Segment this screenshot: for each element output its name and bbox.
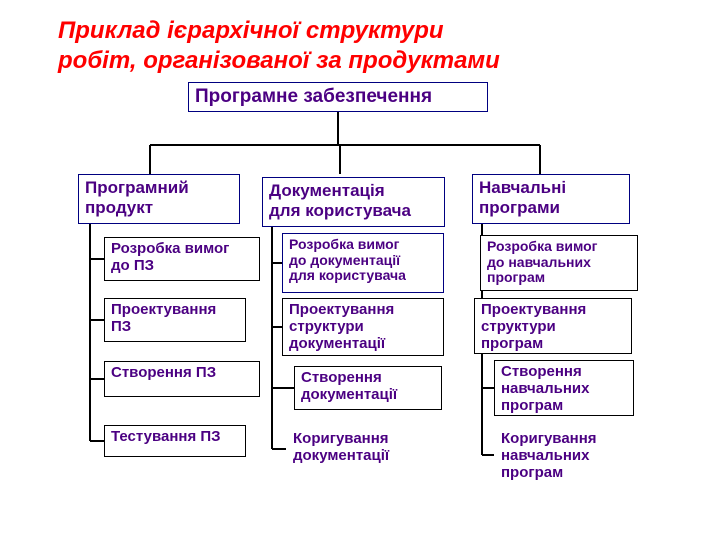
branch-header: Програмний продукт <box>78 174 240 224</box>
title-line1: Приклад ієрархічної структури <box>58 16 500 46</box>
title-line2: робіт, організованої за продуктами <box>58 46 500 76</box>
leaf-node: Розробка вимог до ПЗ <box>104 237 260 281</box>
branch-header: Навчальні програми <box>472 174 630 224</box>
leaf-node: Створення ПЗ <box>104 361 260 397</box>
leaf-node: Розробка вимог до навчальних програм <box>480 235 638 291</box>
branch-header: Документація для користувача <box>262 177 445 227</box>
leaf-node: Проектування структури документації <box>282 298 444 356</box>
leaf-node: Проектування ПЗ <box>104 298 246 342</box>
leaf-node: Створення документації <box>294 366 442 410</box>
leaf-node: Коригування навчальних програм <box>494 427 634 483</box>
diagram-title: Приклад ієрархічної структури робіт, орг… <box>58 16 500 76</box>
leaf-node: Коригування документації <box>286 427 434 471</box>
leaf-node: Розробка вимог до документації для корис… <box>282 233 444 293</box>
leaf-node: Створення навчальних програм <box>494 360 634 416</box>
leaf-node: Проектування структури програм <box>474 298 632 354</box>
root-node: Програмне забезпечення <box>188 82 488 112</box>
leaf-node: Тестування ПЗ <box>104 425 246 457</box>
